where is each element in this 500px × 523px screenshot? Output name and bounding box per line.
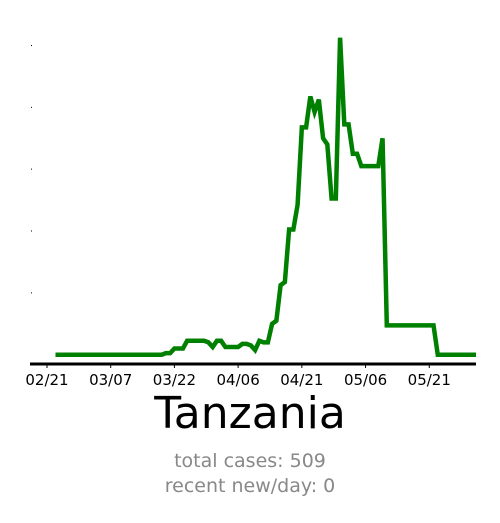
- x-tick-label: 04/21: [280, 371, 323, 389]
- y-axis-ticks: [31, 44, 32, 294]
- recent-new-per-day-label: recent new/day: 0: [164, 475, 336, 497]
- x-axis-ticks: 02/21 03/07 03/22 04/06 04/21 05/06 05/21: [25, 364, 451, 389]
- x-tick-label: 05/06: [344, 371, 387, 389]
- total-cases-label: total cases: 509: [174, 450, 326, 472]
- line-chart: 02/21 03/07 03/22 04/06 04/21 05/06 05/21: [25, 37, 476, 389]
- x-tick-label: 02/21: [25, 371, 68, 389]
- x-tick-label: 03/22: [153, 371, 196, 389]
- series-line: [55, 37, 476, 357]
- x-tick-label: 03/07: [89, 371, 132, 389]
- x-tick-label: 04/06: [217, 371, 260, 389]
- chart-title: Tanzania: [154, 388, 346, 439]
- x-tick-label: 05/21: [408, 371, 451, 389]
